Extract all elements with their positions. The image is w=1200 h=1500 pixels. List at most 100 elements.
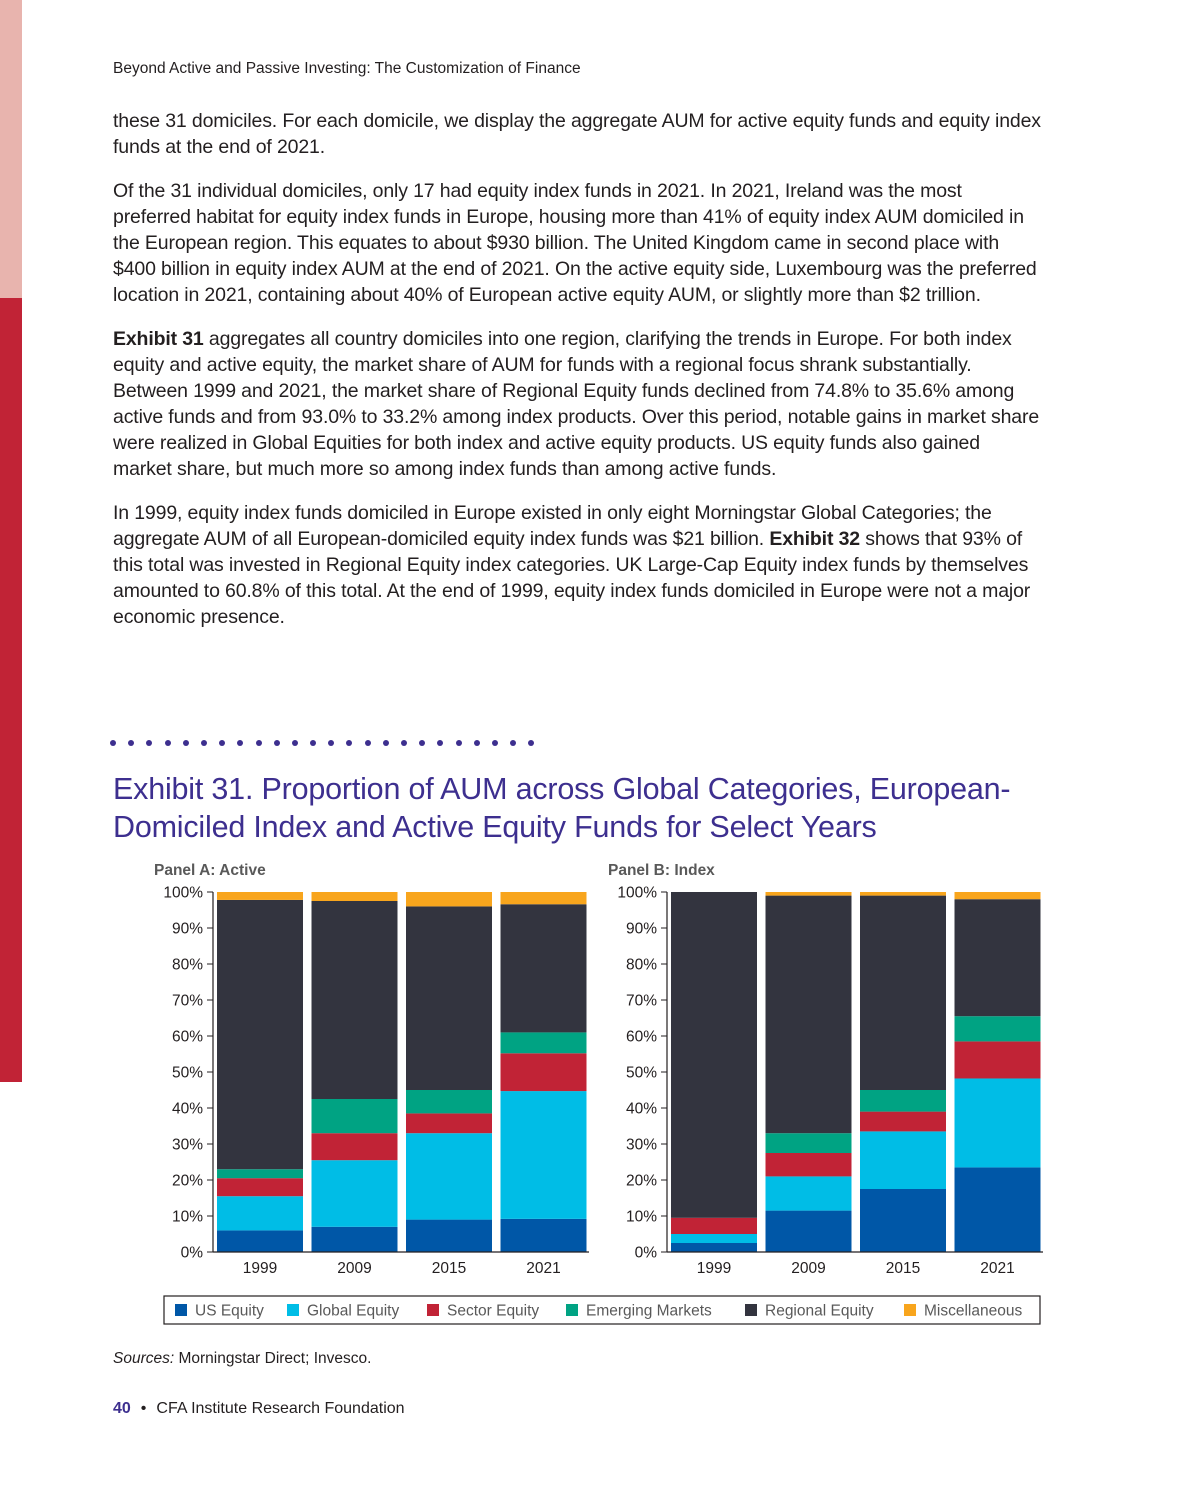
rule-dot <box>528 740 535 746</box>
x-tick-label: 1999 <box>243 1260 277 1277</box>
bar-segment-emerging-markets <box>500 1032 587 1054</box>
legend-label: Emerging Markets <box>586 1303 712 1320</box>
bar-segment-sector-equity <box>311 1133 398 1161</box>
bar-segment-miscellaneous <box>217 892 303 900</box>
x-tick-label: 2021 <box>980 1260 1014 1277</box>
x-tick-label: 2015 <box>432 1260 466 1277</box>
y-tick-label: 70% <box>626 993 657 1010</box>
x-tick-label: 2021 <box>526 1260 560 1277</box>
rule-dot <box>419 740 426 746</box>
legend-swatch <box>175 1304 187 1316</box>
legend-label: Sector Equity <box>447 1303 539 1320</box>
bar-segment-us-equity <box>217 1230 303 1252</box>
y-tick-label: 20% <box>172 1173 203 1190</box>
legend-swatch <box>427 1304 439 1316</box>
y-tick-label: 10% <box>172 1209 203 1226</box>
bar-segment-emerging-markets <box>217 1169 303 1179</box>
bar-segment-miscellaneous <box>954 892 1041 900</box>
rule-dot <box>364 740 371 746</box>
bar-segment-miscellaneous <box>311 892 398 901</box>
legend-label: US Equity <box>195 1303 264 1320</box>
rule-dot <box>382 740 389 746</box>
rule-dot <box>310 740 317 746</box>
y-tick-label: 0% <box>181 1245 204 1262</box>
y-tick-label: 40% <box>172 1101 203 1118</box>
bar-segment-global-equity <box>500 1091 587 1219</box>
exhibit-title: Exhibit 31. Proportion of AUM across Glo… <box>113 772 1011 844</box>
x-tick-label: 2009 <box>337 1260 371 1277</box>
legend-label: Miscellaneous <box>924 1303 1022 1320</box>
rule-dot <box>328 740 335 746</box>
bar-segment-sector-equity <box>406 1113 492 1134</box>
bar-segment-us-equity <box>406 1219 492 1252</box>
page-footer: 40 • CFA Institute Research Foundation <box>113 1400 405 1418</box>
y-tick-label: 30% <box>626 1137 657 1154</box>
y-tick-label: 90% <box>626 921 657 938</box>
bar-segment-regional-equity <box>954 899 1041 1017</box>
y-tick-label: 60% <box>626 1029 657 1046</box>
bar-segment-sector-equity <box>765 1153 852 1177</box>
bar-segment-miscellaneous <box>406 892 492 907</box>
y-tick-label: 20% <box>626 1173 657 1190</box>
rule-dot <box>110 740 116 746</box>
paragraph-1: these 31 domiciles. For each domicile, w… <box>113 110 1041 158</box>
bar-segment-miscellaneous <box>500 892 587 905</box>
rule-dot <box>219 740 226 746</box>
panel-title: Panel B: Index <box>608 862 715 879</box>
bar-segment-regional-equity <box>500 904 587 1033</box>
y-tick-label: 50% <box>172 1065 203 1082</box>
y-tick-label: 50% <box>626 1065 657 1082</box>
exhibit-31-ref: Exhibit 31 <box>113 328 204 350</box>
paragraph-3: Exhibit 31 aggregates all country domici… <box>113 326 1043 482</box>
footer-org: CFA Institute Research Foundation <box>156 1400 405 1417</box>
bar-segment-emerging-markets <box>406 1090 492 1114</box>
sources-text: Morningstar Direct; Invesco. <box>174 1350 372 1367</box>
y-tick-label: 40% <box>626 1101 657 1118</box>
rule-dot <box>491 740 498 746</box>
bar-segment-us-equity <box>765 1210 852 1252</box>
x-tick-label: 2009 <box>791 1260 825 1277</box>
page-number: 40 <box>113 1400 131 1417</box>
bar-segment-regional-equity <box>406 906 492 1090</box>
y-tick-label: 80% <box>172 957 203 974</box>
y-tick-label: 80% <box>626 957 657 974</box>
bar-segment-us-equity <box>860 1189 946 1252</box>
bar-segment-sector-equity <box>860 1111 946 1132</box>
margin-accent-light <box>0 0 22 298</box>
paragraph-4-text-a: In 1999, equity index funds domiciled in… <box>113 502 992 550</box>
bar-segment-regional-equity <box>860 895 946 1090</box>
bar-segment-regional-equity <box>671 892 757 1218</box>
bar-segment-sector-equity <box>217 1178 303 1197</box>
bar-segment-regional-equity <box>217 899 303 1170</box>
bar-segment-global-equity <box>954 1078 1041 1168</box>
bar-segment-sector-equity <box>500 1053 587 1092</box>
y-tick-label: 100% <box>163 885 203 902</box>
bar-segment-global-equity <box>860 1131 946 1189</box>
panel-title: Panel A: Active <box>154 862 266 879</box>
bar-segment-emerging-markets <box>765 1133 852 1153</box>
bar-segment-regional-equity <box>765 895 852 1134</box>
rule-dot <box>291 740 298 746</box>
legend-swatch <box>287 1304 299 1316</box>
rule-dot <box>346 740 353 746</box>
x-tick-label: 2015 <box>886 1260 920 1277</box>
y-tick-label: 30% <box>172 1137 203 1154</box>
legend-label: Regional Equity <box>765 1303 874 1320</box>
bar-segment-us-equity <box>954 1167 1041 1252</box>
paragraph-4: In 1999, equity index funds domiciled in… <box>113 500 1043 630</box>
y-tick-label: 10% <box>626 1209 657 1226</box>
bar-segment-global-equity <box>765 1176 852 1211</box>
paragraph-3-text: aggregates all country domiciles into on… <box>113 328 1040 480</box>
rule-dot <box>473 740 480 746</box>
legend-swatch <box>566 1304 578 1316</box>
bar-segment-us-equity <box>500 1218 587 1252</box>
bar-segment-global-equity <box>406 1133 492 1220</box>
bar-segment-emerging-markets <box>954 1016 1041 1042</box>
rule-dot <box>237 740 244 746</box>
legend-swatch <box>745 1304 757 1316</box>
y-tick-label: 100% <box>617 885 657 902</box>
bar-segment-miscellaneous <box>765 892 852 896</box>
legend-box <box>163 1295 1041 1325</box>
sources-note: Sources: Morningstar Direct; Invesco. <box>113 1350 371 1368</box>
rule-dot <box>273 740 280 746</box>
